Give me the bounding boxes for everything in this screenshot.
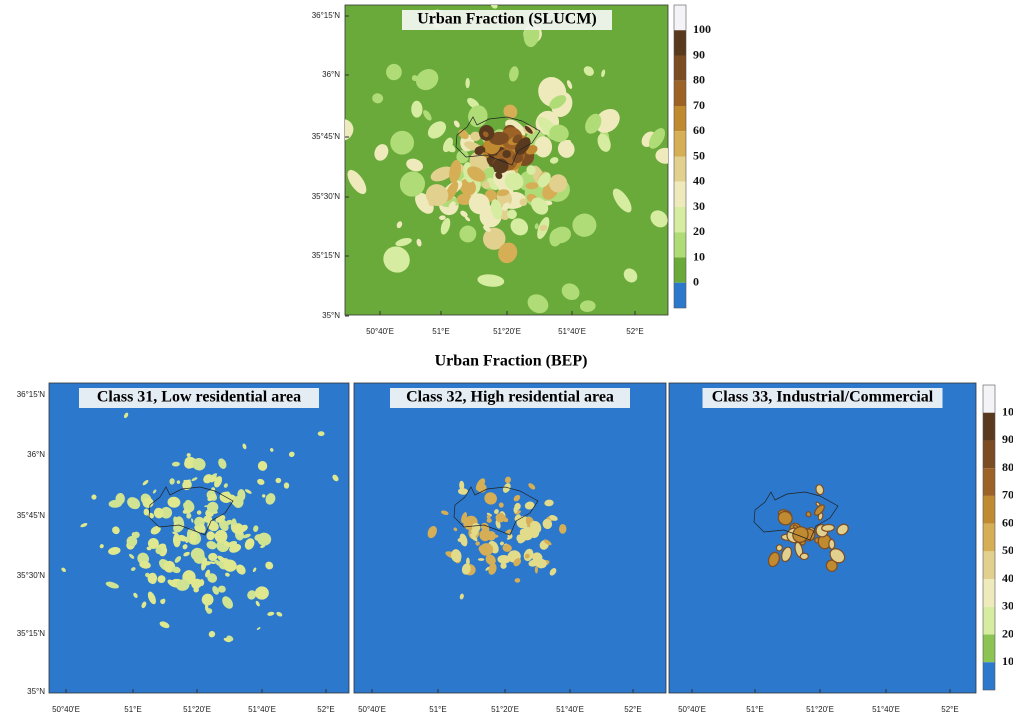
lon-label: 50°40'E — [678, 705, 706, 714]
lat-label: 35°15'N — [312, 251, 341, 260]
lat-label: 36°N — [322, 70, 340, 79]
colorbar-swatch — [674, 56, 686, 81]
lat-label: 35°30'N — [17, 571, 46, 580]
lon-label: 50°40'E — [366, 327, 394, 336]
lat-label: 35°45'N — [17, 511, 46, 520]
urban-patch — [821, 524, 834, 532]
urban-patch — [318, 431, 325, 436]
colorbar-swatch — [983, 579, 995, 607]
colorbar-swatch — [674, 106, 686, 131]
panel-title: Class 33, Industrial/Commercial — [712, 389, 934, 406]
colorbar-swatch — [674, 207, 686, 232]
lon-label: 52°E — [941, 705, 958, 714]
urban-patch — [800, 553, 808, 560]
lon-label: 50°40'E — [358, 705, 386, 714]
urban-patch — [534, 136, 552, 157]
colorbar-swatch — [674, 232, 686, 257]
colorbar-label: 10 — [1002, 654, 1013, 668]
lon-label: 51°E — [746, 705, 763, 714]
colorbar-label: 80 — [1002, 460, 1013, 474]
colorbar-swatch — [674, 30, 686, 55]
colorbar-swatch — [983, 551, 995, 579]
section-heading: Urban Fraction (BEP) — [435, 353, 588, 370]
colorbar-swatch — [983, 524, 995, 552]
lon-label: 51°20'E — [806, 705, 834, 714]
colorbar-swatch — [983, 385, 995, 413]
urban-patch — [535, 566, 538, 573]
colorbar-label: 40 — [1002, 571, 1013, 585]
lat-label: 35°45'N — [312, 132, 341, 141]
colorbar-label: 100 — [1002, 404, 1013, 418]
colorbar-label: 90 — [693, 47, 705, 61]
panel-title: Urban Fraction (SLUCM) — [417, 11, 597, 28]
colorbar-label: 20 — [1002, 626, 1013, 640]
urban-patch — [829, 539, 835, 549]
colorbar-label: 50 — [693, 148, 705, 162]
lon-label: 51°40'E — [872, 705, 900, 714]
colorbar-swatch — [674, 258, 686, 283]
lon-label: 51°20'E — [183, 705, 211, 714]
colorbar-swatch — [983, 662, 995, 690]
lon-label: 51°40'E — [556, 705, 584, 714]
colorbar-label: 80 — [693, 73, 705, 87]
lat-label: 35°30'N — [312, 192, 341, 201]
lon-label: 51°40'E — [248, 705, 276, 714]
lon-label: 51°E — [429, 705, 446, 714]
colorbar-swatch — [983, 607, 995, 635]
lon-label: 51°E — [124, 705, 141, 714]
colorbar-label: 70 — [693, 98, 705, 112]
lon-label: 51°40'E — [558, 327, 586, 336]
lon-label: 52°E — [626, 327, 643, 336]
panel-title: Class 31, Low residential area — [97, 389, 301, 406]
lat-label: 35°N — [27, 687, 45, 696]
urban-patch — [559, 524, 566, 534]
colorbar-label: 100 — [693, 22, 711, 36]
lon-label: 51°20'E — [491, 705, 519, 714]
colorbar-label: 60 — [693, 123, 705, 137]
lon-label: 51°E — [432, 327, 449, 336]
lat-label: 36°15'N — [17, 390, 46, 399]
colorbar-label: 10 — [693, 249, 705, 263]
colorbar-label: 70 — [1002, 488, 1013, 502]
lon-label: 52°E — [317, 705, 334, 714]
colorbar-swatch — [674, 5, 686, 30]
colorbar-swatch — [983, 440, 995, 468]
colorbar-swatch — [674, 182, 686, 207]
colorbar-swatch — [983, 496, 995, 524]
colorbar-swatch — [983, 413, 995, 441]
lat-label: 35°N — [322, 311, 340, 320]
colorbar-label: 20 — [693, 224, 705, 238]
urban-patch — [492, 535, 498, 538]
colorbar-label: 90 — [1002, 432, 1013, 446]
colorbar-swatch — [674, 81, 686, 106]
colorbar-label: 0 — [693, 275, 699, 289]
lon-label: 50°40'E — [52, 705, 80, 714]
colorbar-swatch — [674, 283, 686, 308]
colorbar-label: 40 — [693, 174, 705, 188]
colorbar-swatch — [674, 131, 686, 156]
urban-patch — [806, 511, 812, 517]
lon-label: 51°20'E — [493, 327, 521, 336]
colorbar-label: 50 — [1002, 543, 1013, 557]
panel-title: Class 32, High residential area — [406, 389, 614, 406]
figure: Urban Fraction (BEP) Urban Fraction (SLU… — [0, 0, 1013, 717]
colorbar-swatch — [674, 157, 686, 182]
colorbar-label: 30 — [1002, 599, 1013, 613]
lat-label: 35°15'N — [17, 629, 46, 638]
colorbar-swatch — [983, 468, 995, 496]
lat-label: 36°N — [27, 450, 45, 459]
urban-patch — [513, 507, 517, 514]
colorbar-swatch — [983, 635, 995, 663]
colorbar-label: 30 — [693, 199, 705, 213]
colorbar-label: 60 — [1002, 515, 1013, 529]
lon-label: 52°E — [624, 705, 641, 714]
lat-label: 36°15'N — [312, 11, 341, 20]
